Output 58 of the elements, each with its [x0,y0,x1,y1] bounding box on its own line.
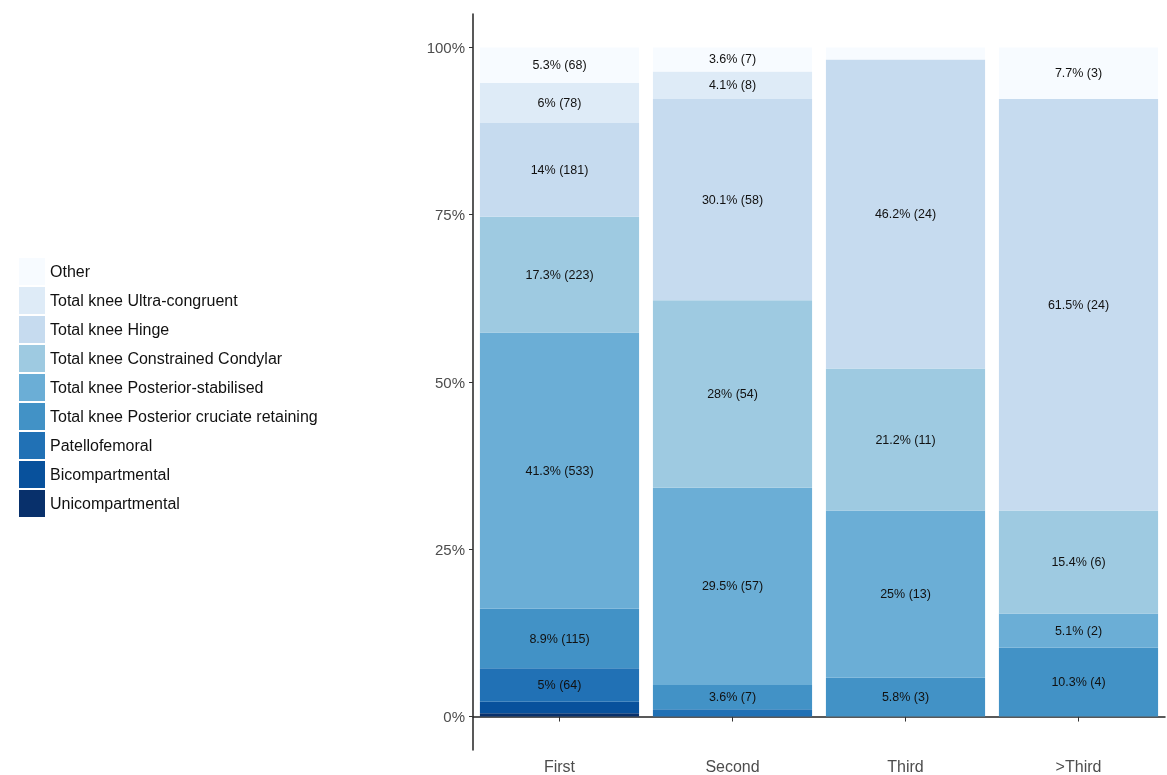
bar [479,608,640,669]
y-tick-label: 50% [434,373,465,391]
legend-label: Total knee Posterior cruciate retaining [50,408,318,425]
x-tick-label: First [543,757,576,775]
data-label: 21.2% (11) [875,432,936,447]
legend-label: Total knee Hinge [50,321,170,338]
data-label: 3.6% (7) [708,690,757,705]
data-label: 41.3% (533) [525,463,594,478]
legend-label: Other [50,263,91,280]
data-label: 28% (54) [707,387,758,402]
data-label: 30.1% (58) [701,192,764,207]
bar [998,613,1159,648]
data-label: 61.5% (24) [1047,297,1110,312]
bar [652,685,813,710]
bar [479,713,640,717]
data-label: 15.4% (6) [1051,554,1106,569]
data-label: 5% (64) [537,678,582,693]
data-label: 5.8% (3) [881,690,930,705]
bar [825,368,986,511]
legend-label: Total knee Posterior-stabilised [50,379,264,396]
data-label: 14% (181) [530,162,589,177]
x-tick-label: >Third [1055,757,1102,775]
data-label: 4.1% (8) [708,78,757,93]
bar [652,487,813,686]
y-tick-label: 0% [443,708,465,726]
bar [998,510,1159,614]
data-label: 8.9% (115) [529,631,590,646]
data-label: 3.6% (7) [708,52,757,67]
bar [652,709,813,717]
data-label: 5.3% (68) [532,58,587,73]
data-label: 5.1% (2) [1054,623,1103,638]
y-tick-label: 25% [434,540,465,558]
bar [652,98,813,301]
legend-label: Patellofemoral [50,437,153,454]
legend-label: Unicompartmental [50,495,180,512]
bar [479,701,640,714]
x-tick-label: Second [705,757,760,775]
data-label: 6% (78) [537,95,582,110]
bar [479,216,640,333]
legend-label: Total knee Constrained Condylar [50,350,283,367]
legend-label: Total knee Ultra-congruent [50,292,239,309]
data-label: 17.3% (223) [525,267,594,282]
data-label: 25% (13) [880,587,931,602]
bar [479,668,640,702]
data-label: 10.3% (4) [1051,675,1106,690]
bar [998,647,1159,717]
y-tick-label: 75% [434,206,465,224]
data-label: 7.7% (3) [1054,66,1103,81]
bar [652,300,813,488]
bar [825,510,986,678]
data-label: 29.5% (57) [701,579,764,594]
y-tick-label: 100% [426,38,465,56]
bar [479,123,640,217]
bar [825,677,986,717]
legend-label: Bicompartmental [50,466,171,483]
x-tick-label: Third [887,757,924,775]
bar [479,332,640,609]
data-label: 46.2% (24) [874,207,937,222]
